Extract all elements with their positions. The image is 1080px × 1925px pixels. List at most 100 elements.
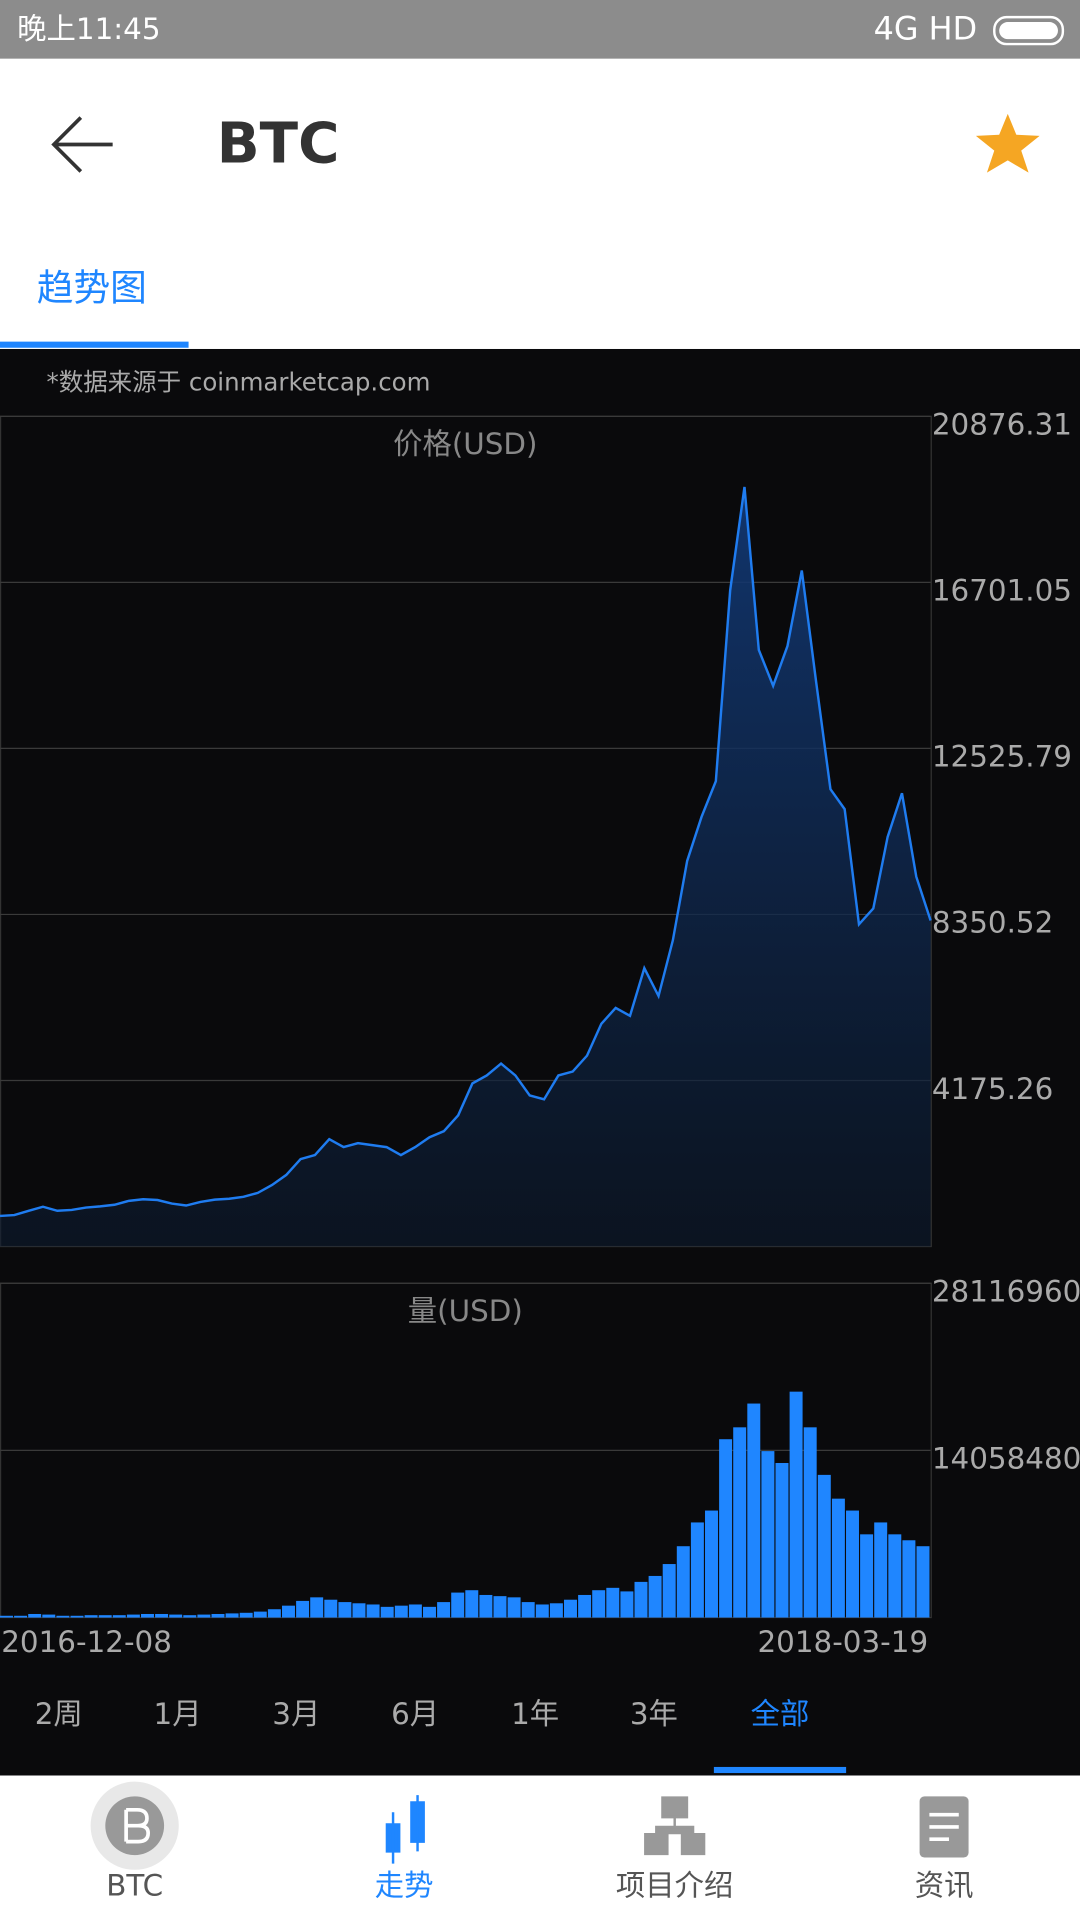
- volume-bar: [324, 1599, 338, 1618]
- volume-bar: [465, 1590, 479, 1618]
- range-button[interactable]: 1年: [511, 1697, 559, 1731]
- tab-indicator: [0, 341, 189, 348]
- volume-bar: [916, 1546, 930, 1618]
- chart-title: 量(USD): [408, 1294, 523, 1328]
- volume-bar: [451, 1592, 465, 1618]
- volume-bar: [98, 1615, 112, 1618]
- volume-bar: [761, 1451, 775, 1618]
- x-tick-label: 2018-03-19: [757, 1625, 928, 1659]
- volume-bar: [267, 1609, 281, 1618]
- volume-bar: [846, 1510, 859, 1618]
- favorite-star[interactable]: [975, 113, 1040, 173]
- volume-bar: [126, 1614, 140, 1618]
- volume-bar: [42, 1614, 56, 1618]
- y-tick-label: 8350.52: [932, 906, 1053, 940]
- battery: [993, 15, 1065, 46]
- x-tick-label: 2016-12-08: [1, 1625, 172, 1659]
- news-icon-lines: [929, 1812, 959, 1842]
- range-button[interactable]: 1月: [154, 1697, 202, 1731]
- btc-icon-mark: [124, 1807, 151, 1844]
- volume-bar: [874, 1522, 888, 1618]
- volume-bar: [535, 1604, 549, 1618]
- page-title: BTC: [217, 112, 340, 177]
- status-network: 4G HD: [874, 10, 977, 48]
- range-button[interactable]: 3月: [272, 1697, 320, 1731]
- volume-bar: [282, 1605, 295, 1618]
- volume-bar: [521, 1602, 535, 1618]
- status-bar: [0, 0, 1080, 59]
- volume-bar: [493, 1596, 507, 1618]
- chart-title: 价格(USD): [393, 427, 537, 461]
- volume-bar: [28, 1613, 42, 1618]
- volume-bar: [775, 1462, 789, 1618]
- volume-bar: [634, 1581, 648, 1618]
- volume-bar: [719, 1439, 733, 1618]
- volume-bar: [564, 1599, 577, 1618]
- volume-bar: [860, 1534, 874, 1618]
- status-time: 晚上11:45: [17, 12, 160, 46]
- volume-bar: [0, 1615, 13, 1618]
- volume-bar: [352, 1603, 366, 1618]
- volume-bar: [112, 1615, 126, 1618]
- nav-label[interactable]: BTC: [106, 1868, 163, 1902]
- nav-label[interactable]: 走势: [375, 1868, 434, 1902]
- volume-bar: [338, 1602, 352, 1618]
- back-button[interactable]: [51, 116, 113, 173]
- nav-label[interactable]: 项目介绍: [616, 1868, 734, 1902]
- range-button[interactable]: 2周: [35, 1697, 83, 1731]
- price-area: [0, 486, 931, 1247]
- volume-bar: [141, 1613, 154, 1618]
- volume-bar: [253, 1611, 267, 1618]
- volume-bar: [169, 1614, 183, 1618]
- range-button[interactable]: 3年: [630, 1697, 678, 1731]
- volume-bar: [211, 1613, 225, 1618]
- volume-bar: [197, 1614, 211, 1618]
- volume-bar: [507, 1597, 521, 1618]
- volume-bar: [690, 1522, 704, 1618]
- y-tick-label: 20876.31: [932, 408, 1072, 442]
- volume-bar: [705, 1510, 718, 1618]
- volume-bar: [888, 1534, 902, 1618]
- volume-bar: [831, 1498, 845, 1618]
- y-tick-label: 12525.79: [932, 740, 1072, 774]
- volume-bar: [902, 1540, 916, 1618]
- volume-bar: [70, 1615, 84, 1618]
- volume-bar: [606, 1587, 620, 1618]
- volume-bar: [366, 1604, 380, 1618]
- y-tick-label: 28116960: [932, 1275, 1080, 1309]
- range-button[interactable]: 6月: [391, 1697, 439, 1731]
- price-line: [0, 486, 932, 1218]
- volume-bar: [747, 1403, 761, 1618]
- volume-bar: [14, 1615, 28, 1618]
- volume-bar: [183, 1615, 197, 1618]
- header: [0, 58, 1080, 349]
- volume-bar: [578, 1594, 592, 1618]
- volume-bar: [437, 1602, 451, 1618]
- volume-bar: [648, 1575, 662, 1618]
- volume-bar: [408, 1604, 422, 1618]
- source-note: *数据来源于 coinmarketcap.com: [47, 367, 431, 396]
- volume-bar: [817, 1474, 831, 1618]
- trend-icon: [385, 1795, 425, 1864]
- y-tick-label: 4175.26: [932, 1072, 1053, 1106]
- bottom-nav: [0, 1775, 1080, 1920]
- nav-label[interactable]: 资讯: [915, 1868, 974, 1902]
- volume-bar: [155, 1613, 169, 1618]
- range-button[interactable]: 全部: [751, 1697, 810, 1731]
- volume-bar: [592, 1590, 606, 1618]
- volume-bar: [803, 1427, 817, 1618]
- volume-bar: [296, 1600, 310, 1618]
- volume-bar: [394, 1605, 408, 1618]
- tab[interactable]: 趋势图: [37, 267, 147, 310]
- volume-bar: [733, 1427, 747, 1618]
- volume-bar: [479, 1594, 493, 1618]
- battery-level: [999, 22, 1058, 40]
- y-tick-label: 14058480: [932, 1442, 1080, 1476]
- volume-bar: [620, 1591, 634, 1618]
- y-tick-label: 16701.05: [932, 574, 1072, 608]
- volume-bar: [225, 1613, 239, 1618]
- volume-bar: [423, 1606, 436, 1618]
- range-indicator: [713, 1766, 847, 1774]
